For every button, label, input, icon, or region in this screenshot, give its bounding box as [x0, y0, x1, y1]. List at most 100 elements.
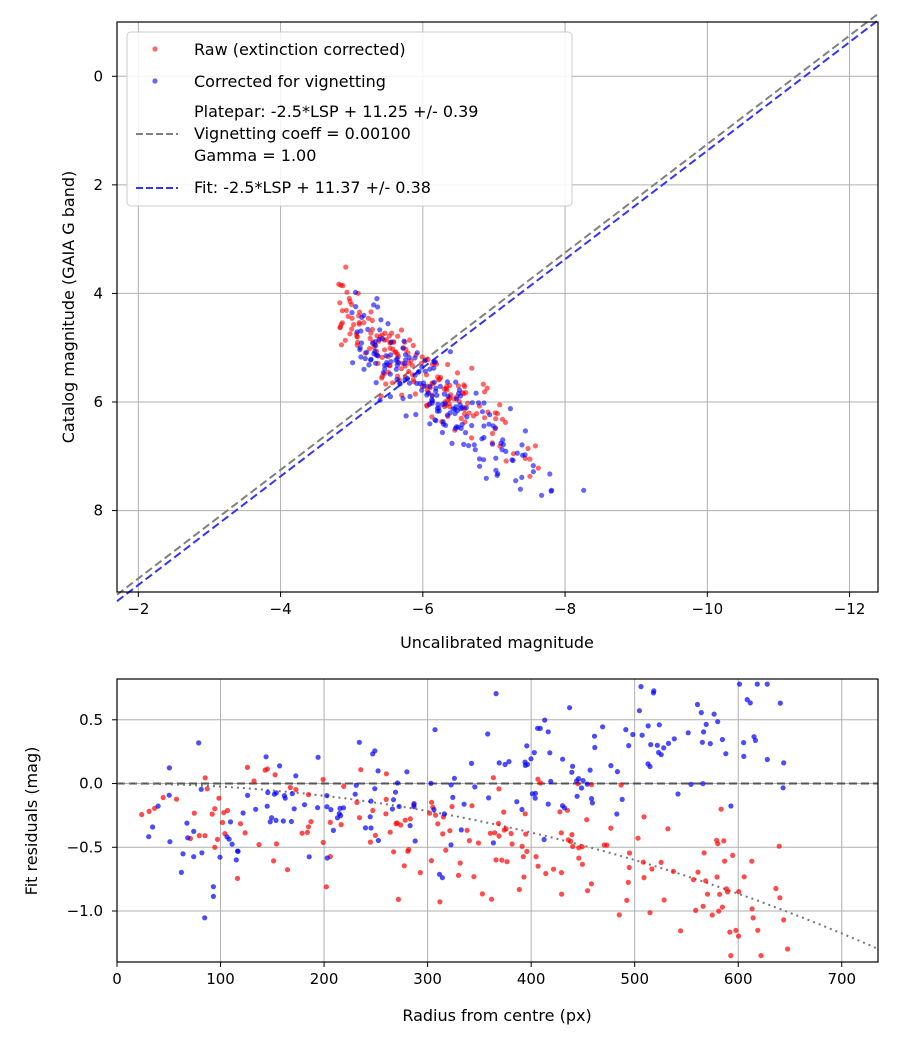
bottom-data-point [251, 778, 257, 784]
top-data-point [365, 315, 371, 321]
bottom-data-point [178, 869, 184, 876]
bottom-data-point [626, 864, 632, 871]
top-data-point [548, 488, 554, 494]
bottom-data-point [202, 915, 208, 921]
top-data-point [386, 333, 392, 339]
bottom-data-point [588, 796, 595, 802]
top-data-point [400, 395, 406, 402]
bottom-data-point [405, 848, 411, 854]
top-data-point [396, 360, 402, 366]
bottom-data-point [670, 868, 677, 875]
bottom-data-point [167, 839, 173, 845]
bottom-data-point [614, 811, 620, 817]
bottom-data-point [146, 808, 152, 815]
legend-gamma-label: Gamma = 1.00 [194, 146, 316, 165]
bottom-data-point [199, 850, 205, 856]
bottom-data-point [658, 859, 664, 866]
bottom-data-point [493, 857, 499, 863]
bottom-data-point [537, 780, 544, 786]
bottom-data-point [235, 848, 241, 854]
top-data-point [453, 396, 460, 402]
top-data-point [497, 402, 503, 408]
top-data-point [547, 471, 553, 477]
bottom-data-point [489, 896, 495, 902]
top-points [336, 264, 587, 498]
bottom-data-point [499, 857, 505, 863]
bottom-data-point [623, 727, 629, 733]
bottom-data-point [591, 733, 598, 739]
bottom-data-point [229, 841, 235, 847]
bottom-data-point [570, 763, 576, 769]
bottom-y-tick-label: 0.5 [79, 711, 103, 729]
bottom-data-point [567, 705, 573, 711]
bottom-data-point [630, 731, 636, 738]
top-data-point [394, 376, 400, 382]
bottom-data-point [417, 870, 423, 876]
bottom-data-point [703, 878, 709, 884]
bottom-data-point [340, 805, 347, 811]
bottom-x-ticks: 0 100 200 300 400 500 600 700 [112, 962, 856, 988]
bottom-data-point [436, 871, 443, 877]
bottom-data-point [661, 897, 667, 903]
top-data-point [414, 350, 420, 356]
top-data-point [468, 435, 475, 441]
bottom-data-point [320, 839, 326, 846]
top-data-point [449, 440, 455, 446]
bottom-data-point [155, 803, 161, 809]
bottom-data-point [648, 742, 654, 748]
bottom-data-point [574, 793, 580, 799]
bottom-data-point [219, 819, 226, 826]
top-data-point [377, 327, 383, 333]
bottom-data-point [721, 838, 727, 844]
bottom-data-point [370, 807, 376, 814]
bottom-data-point [520, 854, 526, 860]
bottom-data-point [407, 816, 413, 822]
top-data-point [349, 301, 355, 308]
bottom-data-point [535, 863, 541, 869]
top-data-point [507, 406, 513, 412]
bottom-data-point [656, 722, 662, 728]
bottom-y-tick-label: −1.0 [67, 902, 103, 920]
bottom-data-point [443, 847, 449, 853]
top-data-point [361, 320, 367, 326]
top-data-point [581, 487, 587, 493]
bottom-data-point [741, 740, 747, 746]
bottom-data-point [308, 819, 314, 825]
bottom-data-point [730, 852, 736, 859]
bottom-data-point [735, 933, 742, 939]
bottom-data-point [693, 907, 699, 914]
bottom-data-point [592, 744, 598, 751]
bottom-data-point [356, 815, 363, 821]
top-data-point [498, 440, 504, 446]
top-data-point [438, 374, 444, 381]
top-data-point [527, 456, 533, 462]
bottom-data-point [496, 786, 502, 792]
bottom-data-point [558, 870, 565, 876]
top-data-point [489, 430, 496, 437]
top-data-point [530, 469, 537, 475]
top-data-point [472, 447, 478, 453]
top-data-point [409, 362, 415, 368]
top-data-point [379, 375, 385, 381]
bottom-data-point [588, 881, 595, 887]
bottom-data-point [741, 753, 747, 760]
top-data-point [383, 381, 389, 387]
bottom-data-point [304, 829, 310, 836]
bottom-data-point [568, 838, 574, 845]
bottom-data-point [671, 736, 677, 742]
bottom-data-point [698, 710, 704, 716]
bottom-data-point [212, 844, 218, 850]
bottom-data-point [486, 795, 492, 801]
bottom-data-point [315, 754, 321, 760]
top-data-point [367, 335, 373, 341]
bottom-data-point [411, 804, 417, 810]
bottom-data-point [401, 863, 407, 869]
bottom-data-point [471, 874, 477, 880]
top-data-point [407, 337, 413, 343]
bottom-data-point [455, 872, 462, 879]
top-data-point [463, 405, 469, 411]
top-data-point [422, 358, 428, 364]
bottom-data-point [204, 786, 210, 792]
bottom-data-point [404, 769, 410, 775]
bottom-data-point [711, 711, 717, 717]
